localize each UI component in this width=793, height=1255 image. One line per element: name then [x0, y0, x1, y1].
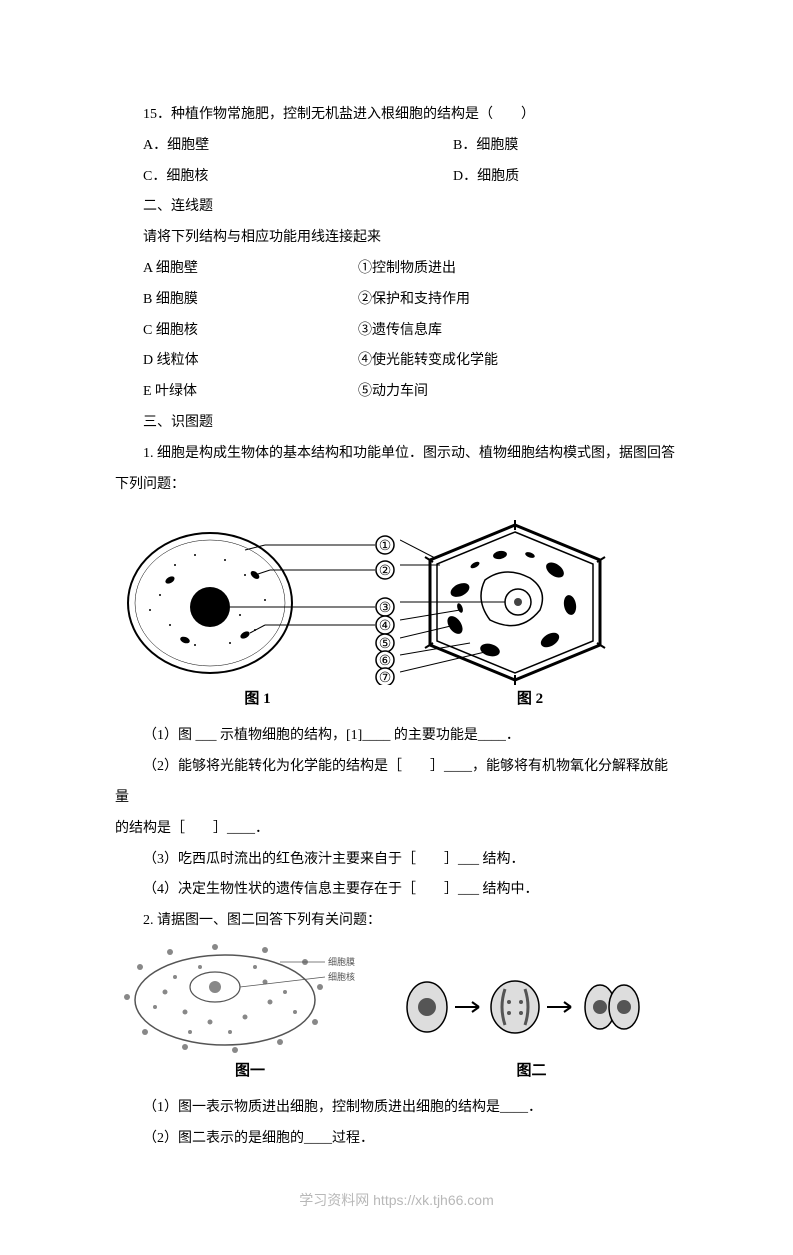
ann-membrane: 细胞膜 [328, 956, 355, 967]
q15-options-cd: C．细胞核 D．细胞质 [115, 162, 678, 193]
match-row-4: E 叶绿体 ⑤动力车间 [115, 377, 678, 408]
match-left-1: B 细胞膜 [115, 285, 330, 316]
q3-1-p1: （1）图 ___ 示植物细胞的结构，[1]____ 的主要功能是____． [115, 721, 678, 752]
diagram-2-label: 图 2 [400, 683, 660, 716]
circled-3: ③ [379, 601, 392, 616]
diagram-q2-2-label: 图二 [385, 1055, 678, 1088]
match-right-3: ④使光能转变成化学能 [330, 346, 678, 377]
q15-num: 15． [143, 107, 171, 122]
circled-2: ② [379, 564, 392, 579]
diagram-q2-1: 细胞膜 细胞核 图一 [115, 942, 385, 1088]
circled-4: ④ [379, 619, 392, 634]
membrane-svg: 细胞膜 细胞核 [115, 942, 365, 1057]
section3-title: 三、识图题 [115, 408, 678, 439]
page-content: 15．种植作物常施肥，控制无机盐进入根细胞的结构是（ ） A．细胞壁 B．细胞膜… [0, 0, 793, 1255]
q15-text: 种植作物常施肥，控制无机盐进入根细胞的结构是（ ） [171, 107, 535, 122]
circled-5: ⑤ [379, 637, 392, 652]
match-right-2: ③遗传信息库 [330, 316, 678, 347]
division-svg [397, 967, 667, 1057]
diagram-1: ① ② ③ ④ ⑤ ⑥ ⑦ 图 1 [115, 515, 400, 716]
q3-1-intro2: 下列问题： [115, 470, 678, 501]
q3-1-p2b: 的结构是［ ］____． [115, 814, 678, 845]
plant-cell-svg [400, 510, 650, 685]
q15-opt-c: C．细胞核 [115, 162, 425, 193]
cell-diagrams: ① ② ③ ④ ⑤ ⑥ ⑦ 图 1 [115, 510, 678, 716]
q3-1-p3: （3）吃西瓜时流出的红色液汁主要来自于［ ］___ 结构． [115, 845, 678, 876]
section2-intro: 请将下列结构与相应功能用线连接起来 [115, 223, 678, 254]
q3-1-p4: （4）决定生物性状的遗传信息主要存在于［ ］___ 结构中． [115, 875, 678, 906]
match-right-0: ①控制物质进出 [330, 254, 678, 285]
diagram-1-label: 图 1 [115, 683, 400, 716]
q15-opt-b: B．细胞膜 [425, 131, 678, 162]
q15-opt-d: D．细胞质 [425, 162, 678, 193]
diagram-2: 图 2 [400, 510, 660, 716]
match-right-1: ②保护和支持作用 [330, 285, 678, 316]
match-row-1: B 细胞膜 ②保护和支持作用 [115, 285, 678, 316]
match-left-0: A 细胞壁 [115, 254, 330, 285]
match-left-3: D 线粒体 [115, 346, 330, 377]
match-row-2: C 细胞核 ③遗传信息库 [115, 316, 678, 347]
q15-opt-a: A．细胞壁 [115, 131, 425, 162]
match-row-0: A 细胞壁 ①控制物质进出 [115, 254, 678, 285]
q15-stem: 15．种植作物常施肥，控制无机盐进入根细胞的结构是（ ） [115, 100, 678, 131]
diagram-q2-2: 图二 [385, 967, 678, 1088]
q3-1-p2a: （2）能够将光能转化为化学能的结构是［ ］____，能够将有机物氧化分解释放能量 [115, 752, 678, 814]
q3-1-intro: 1. 细胞是构成生物体的基本结构和功能单位．图示动、植物细胞结构模式图，据图回答 [115, 439, 678, 470]
animal-cell-svg: ① ② ③ ④ ⑤ ⑥ ⑦ [115, 515, 425, 685]
q3-2-p1: （1）图一表示物质进出细胞，控制物质进出细胞的结构是____． [115, 1093, 678, 1124]
circled-1: ① [379, 539, 392, 554]
q3-2-p2: （2）图二表示的是细胞的____过程． [115, 1124, 678, 1155]
match-left-4: E 叶绿体 [115, 377, 330, 408]
q15-options-ab: A．细胞壁 B．细胞膜 [115, 131, 678, 162]
section2-title: 二、连线题 [115, 192, 678, 223]
match-left-2: C 细胞核 [115, 316, 330, 347]
circled-6: ⑥ [379, 654, 392, 669]
match-row-3: D 线粒体 ④使光能转变成化学能 [115, 346, 678, 377]
footer-text: 学习资料网 https://xk.tjh66.com [115, 1185, 678, 1216]
q3-2-intro: 2. 请据图一、图二回答下列有关问题： [115, 906, 678, 937]
circled-7: ⑦ [379, 671, 392, 685]
match-right-4: ⑤动力车间 [330, 377, 678, 408]
diagrams-q2: 细胞膜 细胞核 图一 [115, 942, 678, 1088]
diagram-q2-1-label: 图一 [115, 1055, 385, 1088]
ann-nucleus: 细胞核 [328, 971, 355, 982]
